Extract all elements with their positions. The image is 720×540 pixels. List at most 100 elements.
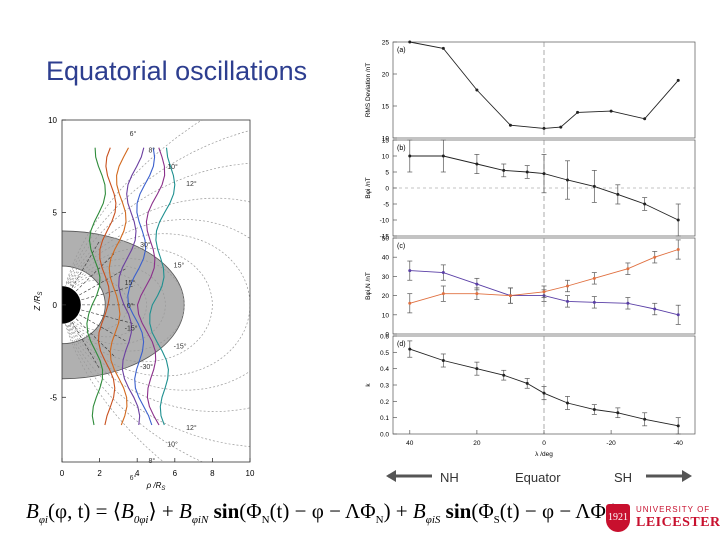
- panel-3-ytick-label-1: 10: [382, 312, 390, 319]
- formula-bs: B: [412, 499, 426, 523]
- slide-title: Equatorial oscillations: [46, 56, 308, 86]
- formula-n-sub: N: [261, 514, 270, 527]
- panel-1-tag-bg: [395, 44, 411, 54]
- field-line-7: [67, 197, 250, 412]
- formula-mid-n: (t) − φ − ΛΦ: [269, 499, 376, 523]
- panel-2-ytick-label-3: 0: [385, 186, 389, 193]
- latitude-label-9: -30°: [140, 363, 153, 371]
- trajectory-6: [149, 147, 176, 426]
- panel-1-rms-point-0: [408, 40, 412, 44]
- panel-4-k-point-10: [676, 424, 680, 428]
- map-xtick-label-5: 10: [246, 469, 255, 478]
- field-line-4: [69, 247, 213, 363]
- panel-4-ylabel: k: [365, 383, 372, 387]
- panel-4-k-point-5: [542, 391, 546, 395]
- panel-1-rms-point-3: [508, 123, 512, 127]
- panel-1-tag: (a): [397, 47, 406, 54]
- formula-bs-sub: φiS: [425, 514, 441, 527]
- panel-3-series-south: [409, 249, 679, 304]
- panel-4-k-point-7: [592, 408, 596, 411]
- panel-2-tag-bg: [395, 142, 411, 152]
- latitude-label-10: -15°: [174, 342, 187, 350]
- formula-phis: (Φ: [471, 499, 494, 523]
- latitude-label-3: 12°: [186, 180, 197, 188]
- formula-bn: B: [179, 499, 192, 523]
- panel-2-mean-point-4: [525, 170, 529, 174]
- panel-2-mean-point-3: [502, 168, 506, 172]
- panel-4-k-point-0: [408, 347, 412, 351]
- panel-2-ylabel: Bφi /nT: [365, 177, 372, 198]
- panel-4-xtick-label-3: -20: [606, 440, 616, 447]
- panel-4-ytick-label-0: 0.0: [380, 432, 389, 439]
- panel-2-mean-point-2: [475, 162, 479, 166]
- map-xtick-label-0: 0: [60, 469, 65, 478]
- formula-mean-close: ⟩ +: [148, 499, 174, 523]
- panel-1-rms-point-7: [609, 109, 613, 113]
- panel-4-xtick-label-2: 0: [542, 440, 546, 447]
- latitude-label-6: 15°: [125, 279, 136, 287]
- panel-2-ytick-label-4: 5: [385, 170, 389, 177]
- sh-arrow-head: [682, 470, 692, 482]
- panel-4-ytick-label-6: 0.6: [380, 334, 389, 341]
- panel-4-k-point-1: [441, 359, 445, 362]
- panel-1-rms-point-4: [542, 126, 546, 130]
- panel-1-rms-point-5: [559, 125, 563, 129]
- latitude-label-13: 8°: [148, 457, 155, 465]
- university-logo: 1921 UNIVERSITY OF LEICESTER: [606, 502, 720, 536]
- equator-label: Equator: [515, 470, 561, 485]
- map-frame: [61, 119, 251, 463]
- field-line-6: [68, 219, 250, 391]
- panel-1-rms-point-8: [643, 117, 647, 121]
- panel-3: 0 10 20 30 40 50 Bφi,N /nT (c): [365, 236, 696, 339]
- map-xlabel-sub: S: [161, 486, 165, 492]
- panel-3-south-point-4: [542, 290, 546, 294]
- formula-sin-n: sin: [213, 499, 240, 523]
- panel-3-south-point-7: [626, 267, 630, 271]
- panel-4-k-point-9: [643, 417, 647, 421]
- field-line-8: [66, 162, 250, 447]
- panel-4-ytick-label-3: 0.3: [380, 383, 389, 390]
- panel-3-south-point-8: [653, 255, 657, 259]
- logo-line-2: LEICESTER: [636, 515, 720, 530]
- panel-4-xtick-label-4: -40: [674, 440, 684, 447]
- latitude-label-4: 15°: [174, 261, 185, 269]
- panel-3-north-point-1: [441, 271, 445, 275]
- panel-2-ytick-label-6: 15: [382, 138, 390, 145]
- formula-mean-open: ⟨: [112, 499, 121, 523]
- panel-1-rms-point-6: [576, 110, 580, 114]
- panel-3-ytick-label-5: 50: [382, 236, 390, 243]
- formula-bn-sub: φiN: [191, 514, 209, 527]
- panel-1-ylabel: RMS Deviation /nT: [365, 63, 372, 118]
- panel-2-mean-point-0: [408, 154, 412, 158]
- panel-2-mean-point-1: [441, 154, 445, 158]
- latitude-label-0: 6°: [130, 130, 137, 138]
- map-ytick-label-2: 0: [53, 301, 58, 310]
- latitude-ray-15: [76, 285, 135, 302]
- map-ylabel-sub: S: [38, 291, 44, 295]
- logo-line-1: UNIVERSITY OF: [636, 505, 711, 514]
- panel-4-k-point-4: [525, 381, 529, 385]
- map-plot-area: [62, 120, 250, 462]
- panel-4-k-point-6: [565, 401, 569, 405]
- latitude-label-1: 8°: [148, 147, 155, 155]
- panel-3-ytick-label-4: 40: [382, 255, 390, 262]
- latitude-label-11: 12°: [186, 424, 197, 432]
- panel-2-mean-point-7: [592, 184, 596, 188]
- panel-1-rms-point-1: [441, 46, 445, 50]
- panel-3-south-point-3: [508, 294, 512, 298]
- formula-close-n: ) +: [383, 499, 408, 523]
- panel-2-mean-point-5: [542, 172, 546, 176]
- panel-3-south-point-0: [408, 301, 412, 305]
- panel-2-mean-point-8: [616, 192, 620, 196]
- panel-1-series-rms: [409, 41, 679, 129]
- panel-4: 0.0 0.1 0.2 0.3 0.4 0.5 0.6 k (d) 40 20 0 -20 -40 λ /d…: [365, 334, 696, 458]
- panel-4-ytick-label-1: 0.1: [380, 415, 389, 422]
- panel-1-ytick-label-1: 15: [382, 104, 390, 111]
- latitude-label-12: 10°: [167, 441, 178, 449]
- trajectory-2: [108, 147, 129, 426]
- latitude-label-14: 6°: [130, 474, 137, 482]
- formula-mid-s: (t) − φ − ΛΦ: [499, 499, 606, 523]
- panel-1-rms-point-2: [475, 88, 479, 92]
